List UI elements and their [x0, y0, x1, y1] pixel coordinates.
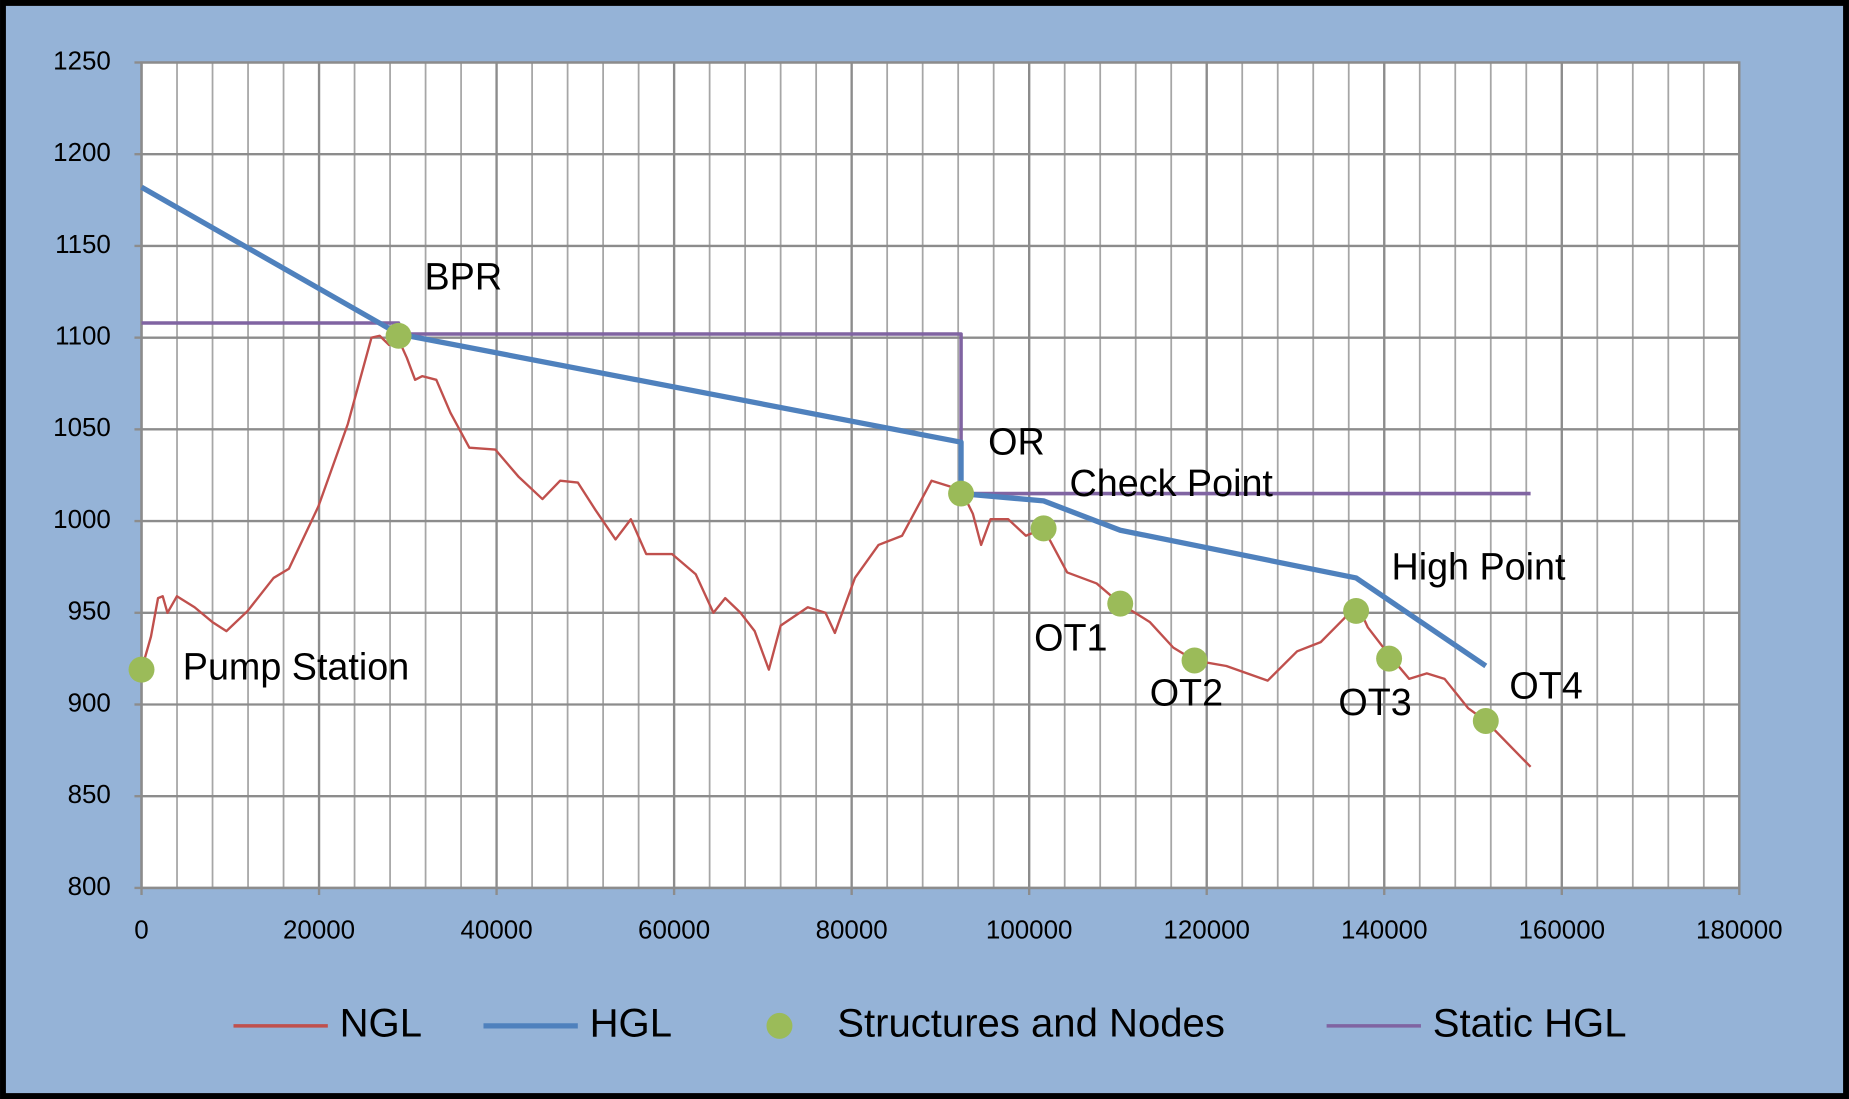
x-tick-label: 180000 — [1696, 916, 1783, 944]
x-tick-label: 60000 — [638, 916, 710, 944]
series-line — [140, 334, 1532, 768]
annotation: OT1 — [1034, 616, 1107, 658]
annotation: OT4 — [1509, 665, 1582, 707]
series-line — [141, 321, 1531, 496]
legend-label: HGL — [590, 1001, 672, 1045]
legend-label: Static HGL — [1433, 1001, 1627, 1045]
grid — [134, 61, 1741, 896]
annotation: OR — [988, 421, 1045, 463]
legend-key — [766, 1012, 793, 1039]
legend-label: NGL — [340, 1001, 422, 1045]
x-tick-label: 0 — [134, 916, 148, 944]
x-tick-label: 120000 — [1163, 916, 1250, 944]
y-tick-label: 850 — [68, 781, 111, 809]
annotation: BPR — [425, 255, 503, 297]
annotation: High Point — [1391, 546, 1566, 588]
marks — [128, 184, 1532, 768]
x-tick-label: 140000 — [1341, 916, 1428, 944]
x-tick-label: 80000 — [816, 916, 888, 944]
y-tick-label: 1200 — [53, 139, 111, 167]
x-tick-label: 100000 — [986, 916, 1073, 944]
y-tick-label: 950 — [68, 598, 111, 626]
node-marker — [948, 480, 975, 507]
node-marker — [385, 322, 412, 349]
node-marker — [128, 656, 155, 683]
y-tick-label: 900 — [68, 689, 111, 717]
x-tick-label: 40000 — [461, 916, 533, 944]
annotation: OT2 — [1150, 672, 1223, 714]
series-line — [140, 184, 1488, 669]
legend-label: Structures and Nodes — [837, 1001, 1225, 1045]
node-marker — [1181, 647, 1208, 674]
labels: 800 850 900 950 1000 1050 1100 1150 1200 1250 0 200… — [53, 47, 1782, 1045]
annotation: Check Point — [1070, 462, 1274, 504]
y-tick-label: 1100 — [55, 322, 111, 350]
node-marker — [1030, 515, 1057, 542]
y-tick-label: 1000 — [53, 506, 111, 534]
node-marker — [1472, 708, 1499, 734]
y-tick-label: 1050 — [53, 414, 111, 442]
node-marker — [1343, 597, 1370, 624]
node-marker — [1107, 590, 1134, 617]
x-tick-label: 160000 — [1519, 916, 1606, 944]
annotation: OT3 — [1338, 681, 1411, 723]
plot-border — [140, 61, 1741, 890]
x-tick-label: 20000 — [283, 916, 355, 944]
y-tick-label: 1250 — [53, 47, 111, 75]
y-tick-label: 1150 — [55, 231, 111, 259]
annotation: Pump Station — [183, 646, 409, 688]
plot-area — [141, 62, 1740, 888]
y-tick-label: 800 — [68, 873, 111, 901]
node-marker — [1376, 645, 1403, 672]
